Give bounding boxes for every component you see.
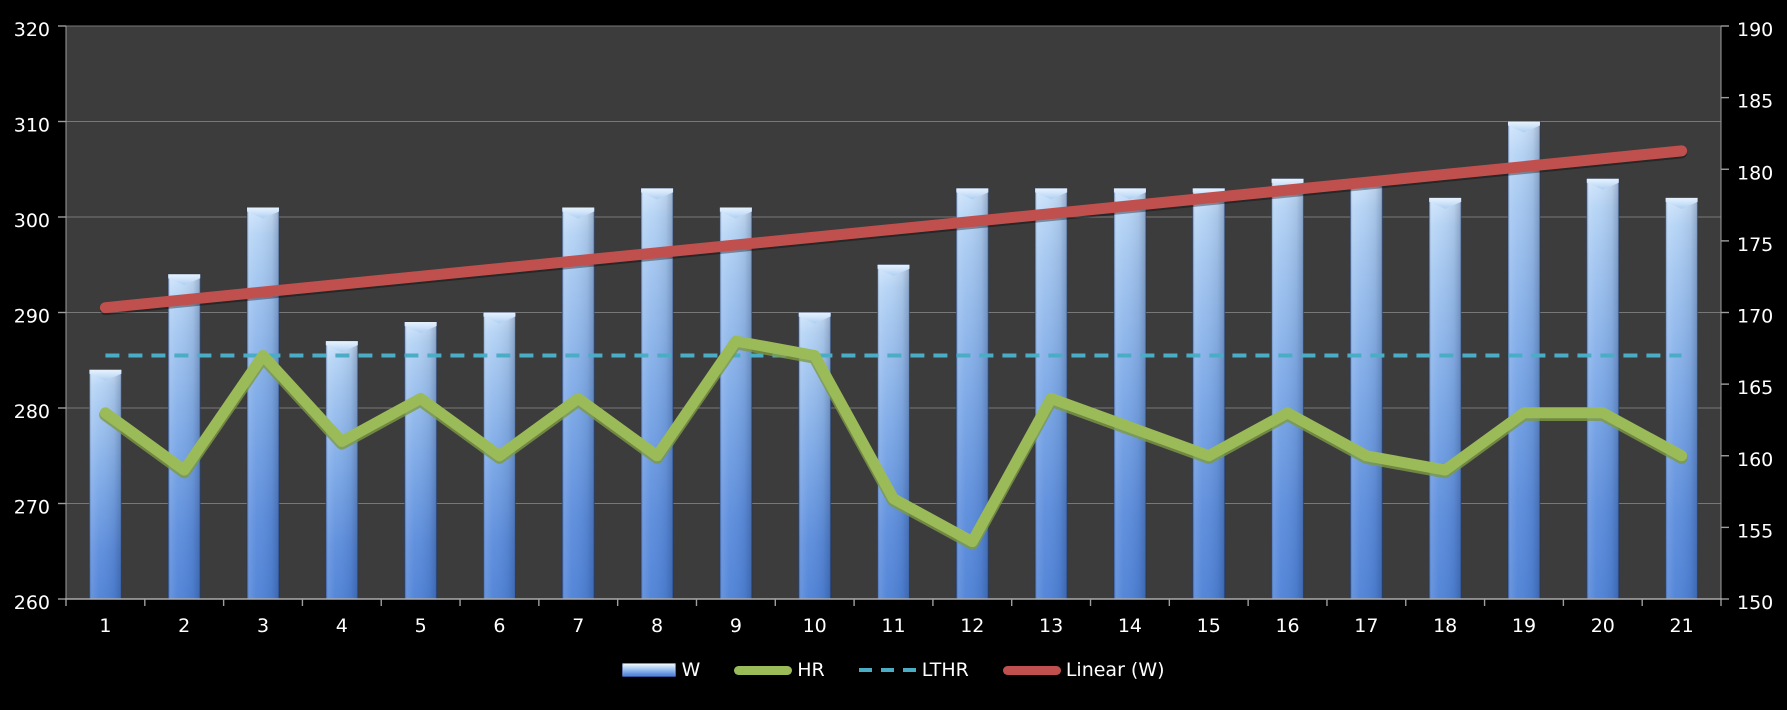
left-axis-label-310: 310	[14, 115, 50, 137]
x-axis-label-19: 19	[1512, 615, 1536, 637]
bar-w-top-cap-21	[1665, 197, 1698, 209]
x-axis-label-9: 9	[730, 615, 742, 637]
bar-w-shading-11	[877, 264, 910, 599]
x-axis-label-10: 10	[803, 615, 827, 637]
x-axis-label-16: 16	[1275, 615, 1299, 637]
bar-w-shading-5	[404, 322, 437, 599]
right-axis-label-160: 160	[1737, 449, 1773, 471]
trendline-swatch-icon	[1002, 665, 1061, 675]
left-axis-label-260: 260	[14, 592, 50, 614]
bar-w-shading-9	[719, 207, 752, 599]
x-axis-label-11: 11	[881, 615, 905, 637]
x-axis-label-8: 8	[651, 615, 663, 637]
bar-w-top-cap-16	[1271, 178, 1304, 190]
right-axis-label-190: 190	[1737, 19, 1773, 41]
bar-w-shading-21	[1665, 197, 1698, 599]
x-axis-label-20: 20	[1591, 615, 1615, 637]
trend-line-w[interactable]	[99, 145, 1688, 314]
bar-w-top-cap-5	[404, 322, 437, 334]
bar-w-top-cap-9	[719, 207, 752, 219]
bar-w-shading-19	[1507, 121, 1540, 599]
bar-w-top-cap-19	[1507, 121, 1540, 133]
bar-w-top-cap-10	[798, 312, 831, 324]
bar-w-top-cap-6	[483, 312, 516, 324]
left-axis-label-280: 280	[14, 401, 50, 423]
x-axis-label-18: 18	[1433, 615, 1457, 637]
legend-label-linear-w: Linear (W)	[1065, 658, 1165, 681]
w-bar-swatch-icon	[622, 663, 677, 677]
bar-w-shading-17	[1350, 178, 1383, 600]
left-axis-label-270: 270	[14, 497, 50, 519]
right-axis-label-175: 175	[1737, 234, 1773, 256]
bar-w-shading-20	[1586, 178, 1619, 600]
x-axis-label-13: 13	[1039, 615, 1063, 637]
bar-w-top-cap-13	[1035, 188, 1068, 200]
hr-line-swatch-icon	[734, 665, 793, 675]
bar-w-shading-2	[168, 274, 201, 599]
bar-w-shading-18	[1429, 197, 1462, 599]
bar-w-top-cap-2	[168, 274, 201, 286]
bar-w-top-cap-7	[562, 207, 595, 219]
right-axis-label-150: 150	[1737, 592, 1773, 614]
left-axis-label-290: 290	[14, 306, 50, 328]
x-axis-label-14: 14	[1118, 615, 1142, 637]
legend-label-hr: HR	[797, 658, 825, 681]
chart-legend: W HR LTHR Linear (W)	[0, 652, 1787, 688]
right-axis-label-165: 165	[1737, 377, 1773, 399]
bar-w-top-cap-14	[1113, 188, 1146, 200]
x-axis-label-7: 7	[572, 615, 584, 637]
bar-w-shading-14	[1113, 188, 1146, 599]
bar-w-top-cap-1	[89, 369, 122, 381]
x-axis-label-3: 3	[257, 615, 269, 637]
bar-w-top-cap-4	[325, 341, 358, 353]
x-axis-label-6: 6	[493, 615, 505, 637]
x-axis-label-21: 21	[1670, 615, 1694, 637]
bar-w-top-cap-3	[247, 207, 280, 219]
x-axis-label-5: 5	[415, 615, 427, 637]
legend-label-lthr: LTHR	[921, 658, 969, 681]
bar-w-shading-15	[1192, 188, 1225, 599]
legend-label-w: W	[681, 658, 701, 681]
lthr-dashed-swatch-icon	[858, 668, 917, 672]
bar-w-shading-16	[1271, 178, 1304, 600]
bar-w-shading-3	[247, 207, 280, 599]
hr-line[interactable]	[99, 335, 1688, 548]
bar-w-top-cap-18	[1429, 197, 1462, 209]
bar-w-shading-4	[325, 341, 358, 599]
right-axis-label-170: 170	[1737, 306, 1773, 328]
right-axis-label-180: 180	[1737, 162, 1773, 184]
bar-w-shading-1	[89, 369, 122, 599]
bar-w-top-cap-12	[956, 188, 989, 200]
bar-w-top-cap-11	[877, 264, 910, 276]
x-axis-label-4: 4	[336, 615, 348, 637]
legend-item-w[interactable]: W	[622, 658, 701, 681]
legend-item-linear-w[interactable]: Linear (W)	[1002, 658, 1165, 681]
left-axis-label-320: 320	[14, 19, 50, 41]
x-axis-label-2: 2	[178, 615, 190, 637]
bar-w-top-cap-20	[1586, 178, 1619, 190]
bar-w-top-cap-8	[641, 188, 674, 200]
x-axis-label-12: 12	[960, 615, 984, 637]
x-axis-label-17: 17	[1354, 615, 1378, 637]
legend-item-lthr[interactable]: LTHR	[858, 658, 969, 681]
left-axis-label-300: 300	[14, 210, 50, 232]
right-axis-label-155: 155	[1737, 520, 1773, 542]
right-axis-label-185: 185	[1737, 91, 1773, 113]
legend-item-hr[interactable]: HR	[734, 658, 825, 681]
x-axis-label-1: 1	[99, 615, 111, 637]
x-axis-label-15: 15	[1197, 615, 1221, 637]
